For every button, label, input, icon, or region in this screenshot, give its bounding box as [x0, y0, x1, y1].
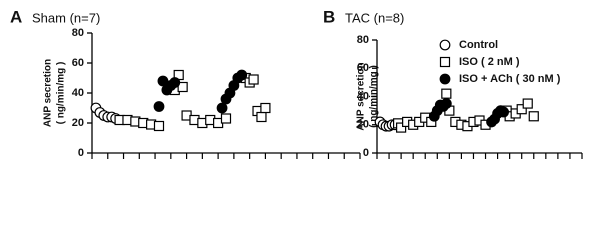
data-point	[153, 101, 165, 112]
data-point	[236, 69, 248, 81]
data-point	[528, 111, 539, 122]
legend-marker	[439, 73, 451, 85]
data-point	[220, 113, 232, 124]
data-point	[169, 77, 181, 88]
panel-label: B	[323, 7, 335, 26]
panel-title: Sham (n=7)	[32, 10, 100, 25]
legend-marker	[439, 56, 451, 68]
legend-label: ISO ( 2 nM )	[459, 56, 520, 68]
y-axis-label: ANP secretion	[43, 59, 54, 127]
data-point	[516, 104, 527, 115]
data-point	[522, 98, 533, 109]
y-tick-label: 20	[357, 119, 369, 131]
data-point	[153, 120, 165, 132]
data-point	[177, 81, 188, 93]
legend-label: ISO + ACh ( 30 nM )	[459, 73, 561, 85]
data-point	[157, 75, 169, 87]
y-tick-label: 0	[363, 147, 369, 159]
y-tick-label: 60	[72, 57, 84, 69]
panel-label: A	[10, 7, 22, 26]
y-tick-label: 40	[72, 87, 84, 99]
data-point	[441, 88, 452, 99]
y-axis-label: ANP secretion	[356, 62, 367, 130]
y-tick-label: 60	[357, 62, 369, 74]
data-point	[248, 74, 259, 85]
data-point	[216, 102, 228, 114]
y-tick-label: 80	[357, 34, 369, 46]
y-tick-label: 40	[357, 90, 369, 102]
data-point	[260, 102, 271, 114]
figure: A Sham (n=7)ANP secretion( ng/min/mg )020…	[10, 7, 583, 159]
y-tick-label: 20	[72, 117, 84, 129]
legend-label: Control	[459, 39, 498, 51]
y-tick-label: 0	[78, 147, 84, 159]
panel-title: TAC (n=8)	[345, 10, 404, 25]
data-point	[498, 106, 510, 118]
y-axis-label: ( ng/min/mg )	[56, 62, 67, 125]
legend-marker	[439, 39, 451, 51]
y-tick-label: 80	[72, 27, 84, 39]
data-point	[440, 98, 452, 109]
data-point	[256, 111, 267, 123]
data-point	[396, 122, 407, 133]
